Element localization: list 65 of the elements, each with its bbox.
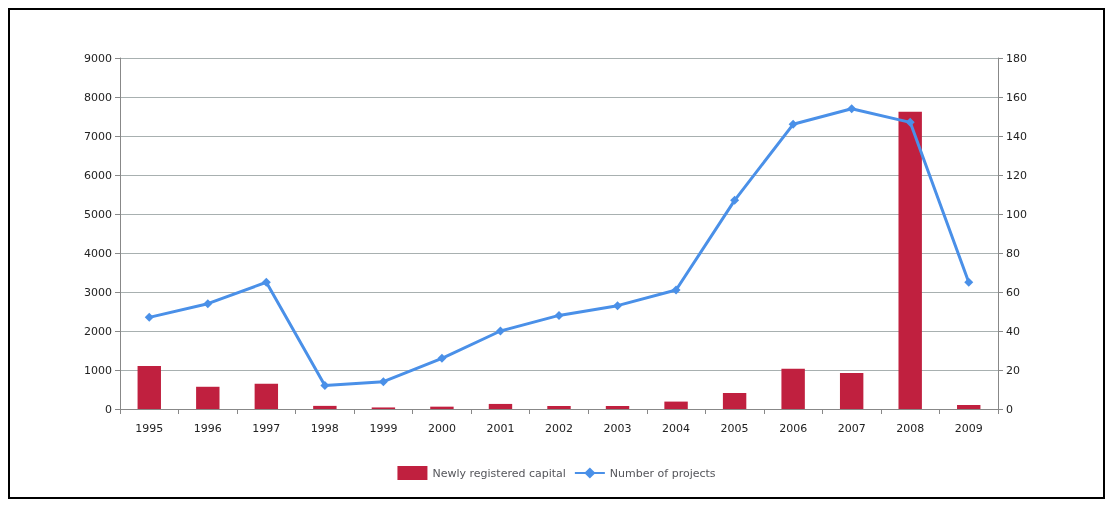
point xyxy=(437,353,447,363)
x-tick-label: 2008 xyxy=(896,422,925,435)
x-tick-label: 2000 xyxy=(427,422,456,435)
y-tick-label: 2000 xyxy=(84,324,112,338)
x-tick-label: 2005 xyxy=(720,422,749,435)
x-tick-label: 2006 xyxy=(779,422,808,435)
point xyxy=(554,310,564,320)
legend-label: Newly registered capital xyxy=(432,466,566,480)
y2-tick-label: 60 xyxy=(1006,285,1020,299)
bar xyxy=(488,403,513,409)
y2-tick-label: 120 xyxy=(1006,168,1027,182)
x-tick-label: 1995 xyxy=(135,422,164,435)
y2-tick-label: 20 xyxy=(1006,363,1020,377)
y-tick-label: 6000 xyxy=(84,168,112,182)
bar xyxy=(664,401,688,409)
x-tick-label: 2007 xyxy=(837,422,866,435)
bar xyxy=(898,111,922,409)
x-tick-label: 2009 xyxy=(954,422,983,435)
y2-tick-label: 80 xyxy=(1006,246,1020,260)
point xyxy=(144,312,154,322)
bar xyxy=(137,366,161,409)
y-tick-label: 8000 xyxy=(84,90,112,104)
y2-tick-label: 100 xyxy=(1006,207,1027,221)
x-tick-label: 2003 xyxy=(603,422,632,435)
x-tick-label: 2004 xyxy=(662,422,691,435)
y-tick-label: 9000 xyxy=(84,51,112,65)
x-tick-label: 1998 xyxy=(310,422,339,435)
point xyxy=(671,285,681,295)
point xyxy=(203,299,213,309)
legend-label: Number of projects xyxy=(609,466,716,480)
bar xyxy=(839,373,864,409)
point xyxy=(320,381,330,391)
point xyxy=(261,277,271,287)
point xyxy=(378,377,388,387)
point xyxy=(613,301,623,311)
x-tick-label: 1997 xyxy=(252,422,281,435)
x-tick-label: 1996 xyxy=(193,422,222,435)
bar xyxy=(957,405,981,409)
x-tick-label: 2002 xyxy=(545,422,573,435)
y-tick-label: 0 xyxy=(105,402,112,416)
y2-tick-label: 140 xyxy=(1006,129,1027,143)
bar xyxy=(722,393,747,409)
y-tick-label: 3000 xyxy=(84,285,112,299)
bar xyxy=(196,386,220,409)
point xyxy=(905,117,915,127)
point xyxy=(847,104,857,114)
point xyxy=(964,277,974,287)
y2-tick-label: 0 xyxy=(1006,402,1013,416)
bar xyxy=(781,368,805,409)
bar xyxy=(605,405,630,409)
y2-tick-label: 160 xyxy=(1006,90,1027,104)
y-tick-label: 4000 xyxy=(84,246,112,260)
point xyxy=(730,195,740,205)
y-tick-label: 1000 xyxy=(84,363,112,377)
y2-tick-label: 180 xyxy=(1006,51,1027,65)
bar xyxy=(547,405,571,409)
y-tick-label: 7000 xyxy=(84,129,112,143)
bar xyxy=(254,383,279,409)
bar xyxy=(313,405,337,409)
x-tick-label: 2001 xyxy=(486,422,515,435)
y-tick-label: 5000 xyxy=(84,207,112,221)
point xyxy=(788,119,798,129)
point xyxy=(495,326,505,336)
y2-tick-label: 40 xyxy=(1006,324,1020,338)
x-tick-label: 1999 xyxy=(369,422,398,435)
